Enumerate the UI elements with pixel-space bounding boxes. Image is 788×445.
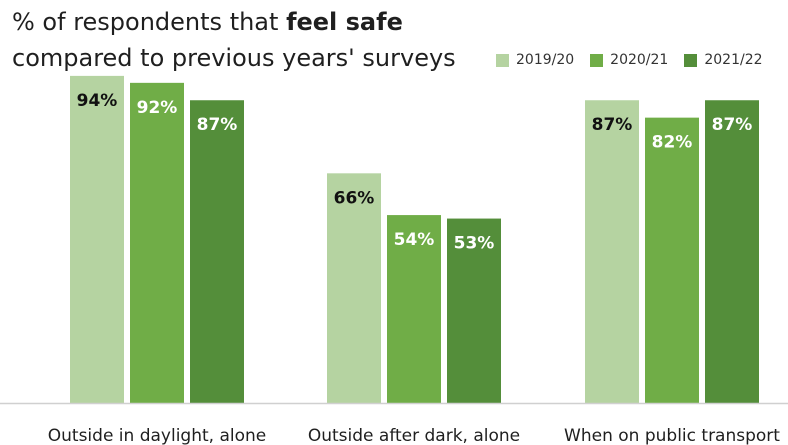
legend-label: 2021/22 [704,52,763,68]
title-bold: feel safe [286,8,403,36]
legend-item-2021-22: 2021/22 [684,52,763,68]
data-label: 92% [137,98,178,118]
legend-label: 2020/21 [610,52,669,68]
legend-swatch [496,53,509,67]
legend-swatch [684,53,698,67]
title-prefix: % of respondents that [12,8,287,36]
bar-2019-20-1 [327,173,381,403]
legend-label: 2019/20 [516,52,575,68]
bar-2021-22-0 [190,100,244,404]
legend: 2019/20 2020/21 2021/22 [496,52,763,68]
chart-title: % of respondents that feel safe compared… [12,4,512,76]
data-label: 87% [592,115,633,135]
category-label: When on public transport [564,426,780,445]
bar-2021-22-2 [705,100,759,404]
data-label: 53% [454,234,495,254]
data-label: 66% [334,188,375,208]
bar-2019-20-0 [70,75,124,403]
data-label: 87% [197,115,238,135]
data-label: 87% [712,115,753,135]
bar-2020-21-1 [387,215,441,403]
legend-swatch [590,53,604,67]
data-label: 54% [394,230,435,250]
legend-item-2020-21: 2020/21 [590,52,668,68]
bar-2020-21-2 [645,117,699,403]
title-suffix: compared to previous years' surveys [12,44,456,72]
bar-2021-22-1 [447,218,501,403]
data-label: 82% [652,133,693,153]
category-label: Outside after dark, alone [308,426,520,445]
legend-item-2019-20: 2019/20 [496,52,574,68]
data-label: 94% [77,91,118,111]
category-label: Outside in daylight, alone [48,426,267,445]
bar-2020-21-0 [130,82,184,403]
bar-2019-20-2 [585,100,639,404]
